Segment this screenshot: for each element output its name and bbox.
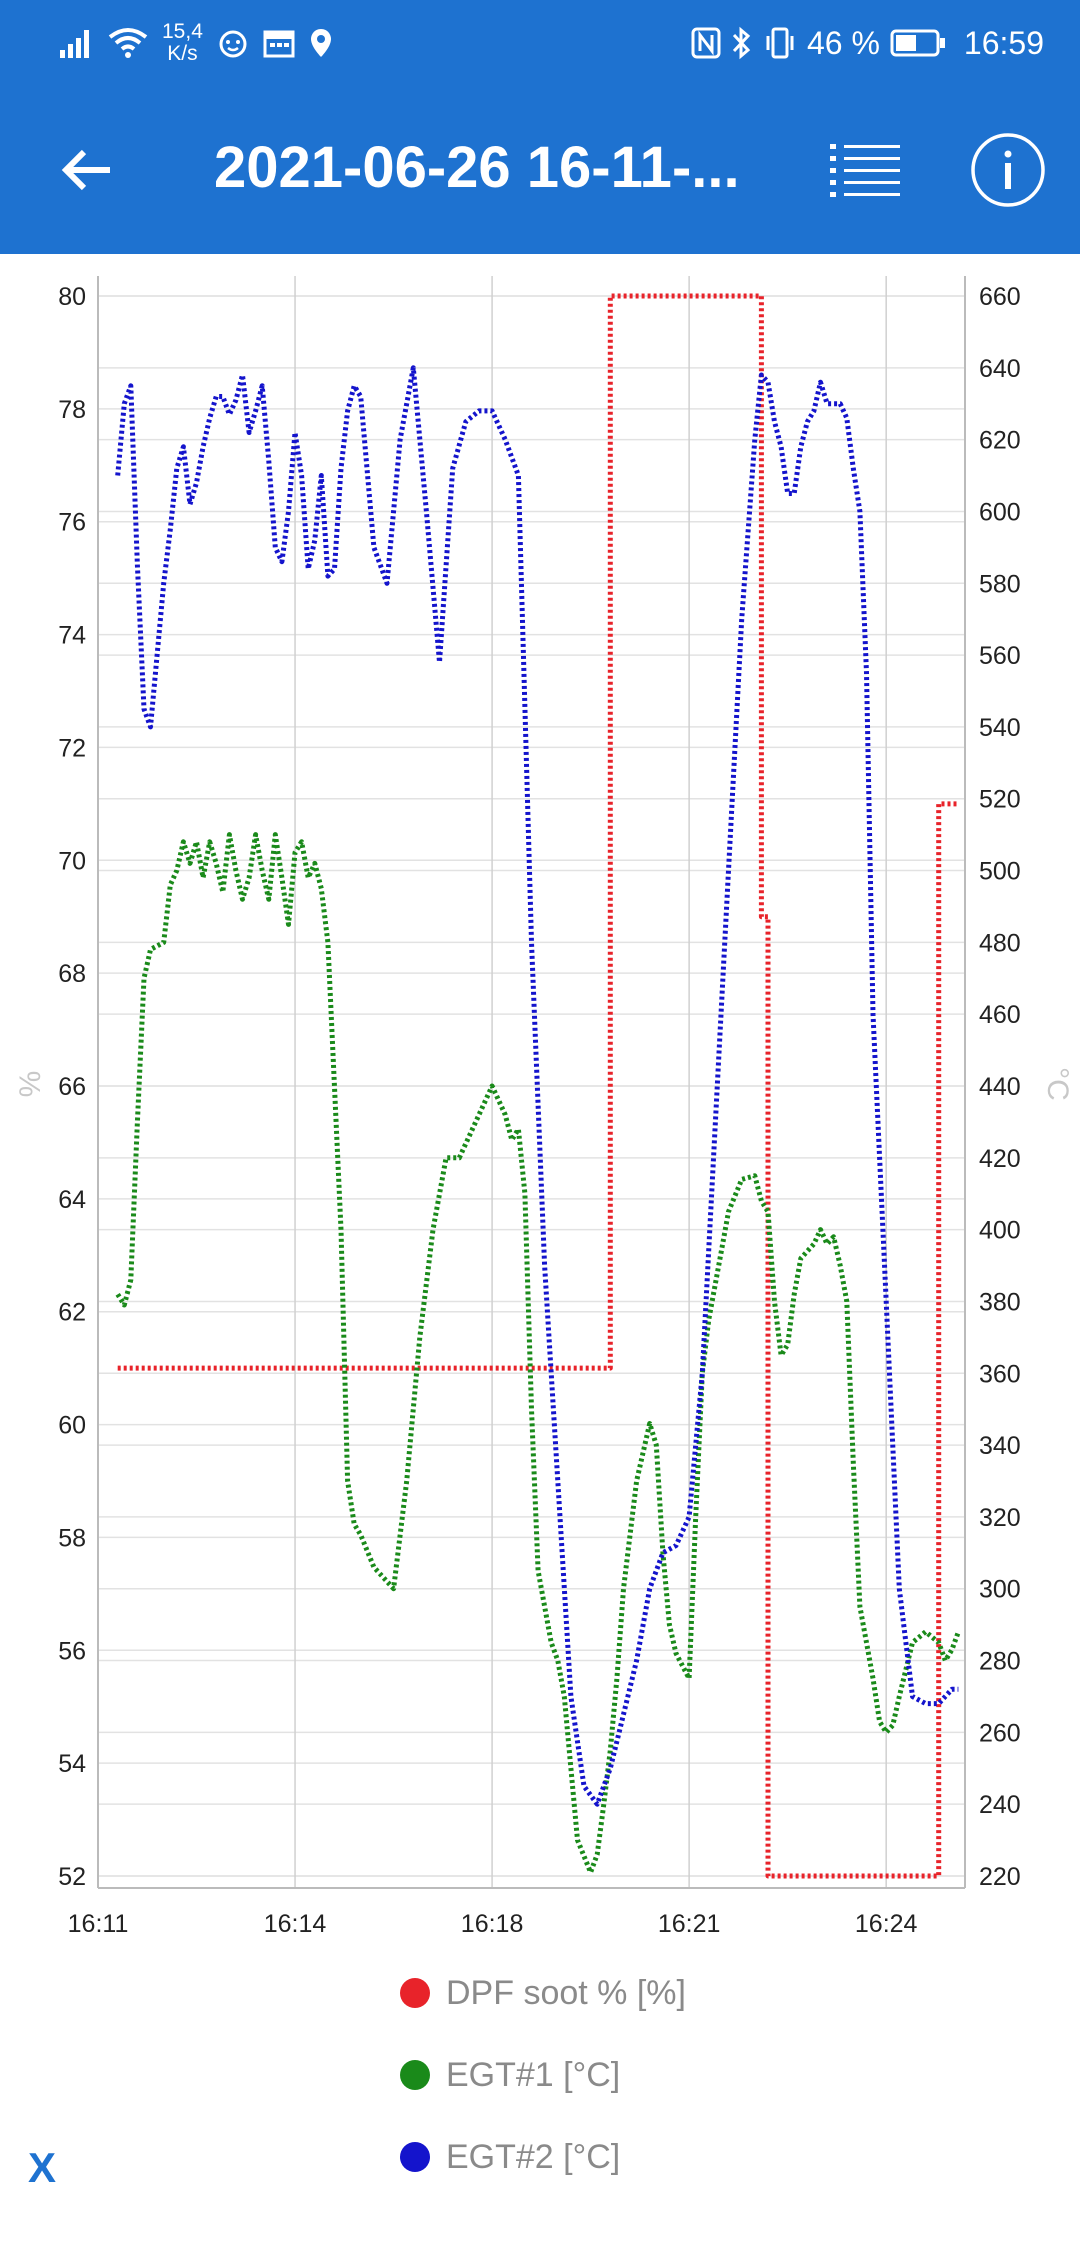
right-tick-label: 380: [979, 1288, 1021, 1316]
x-tick-label: 16:24: [855, 1910, 918, 1938]
list-icon: [830, 144, 900, 197]
right-tick-label: 260: [979, 1719, 1021, 1747]
legend-item-dpf-soot[interactable]: DPF soot % [%]: [400, 1968, 686, 2018]
left-tick-label: 58: [58, 1524, 86, 1552]
right-tick-label: 620: [979, 427, 1021, 455]
left-tick-label: 64: [58, 1186, 86, 1214]
left-tick-label: 68: [58, 960, 86, 988]
close-button[interactable]: X: [28, 2144, 57, 2191]
network-speed: 15,4 K/s: [162, 21, 203, 65]
left-tick-label: 62: [58, 1299, 86, 1327]
legend-item-egt2[interactable]: EGT#2 [°C]: [400, 2132, 620, 2182]
right-tick-label: 300: [979, 1576, 1021, 1604]
left-axis-label: %: [14, 1071, 47, 1098]
info-icon: [971, 133, 1045, 207]
info-button[interactable]: [968, 130, 1048, 210]
right-tick-label: 520: [979, 786, 1021, 814]
chart-grid: [97, 276, 966, 1889]
chart: 52 54 56 58 60 62 64 66 68 70 72 74 76 78 80 220 240 260 2…: [14, 276, 1074, 1938]
x-tick-label: 16:21: [658, 1910, 721, 1938]
legend-label: EGT#2 [°C]: [446, 2137, 621, 2176]
calendar-icon: [263, 28, 295, 58]
signal-icon: [60, 28, 94, 58]
status-bar-right: 46 % 16:59: [691, 14, 1044, 72]
legend-dot-green: [400, 2060, 430, 2090]
left-tick-label: 54: [58, 1750, 86, 1778]
network-speed-value: 15,4: [162, 20, 203, 43]
series-line-0: [117, 293, 959, 1879]
right-tick-label: 420: [979, 1145, 1021, 1173]
left-tick-label: 70: [58, 847, 86, 875]
right-tick-label: 220: [979, 1863, 1021, 1891]
location-pin-icon: [309, 27, 333, 59]
battery-percent: 46 %: [806, 24, 880, 61]
nfc-icon: [691, 27, 721, 59]
right-tick-label: 400: [979, 1217, 1021, 1245]
right-tick-label: 320: [979, 1504, 1021, 1532]
left-tick-label: 74: [58, 622, 86, 650]
right-tick-label: 500: [979, 858, 1021, 886]
back-button[interactable]: [46, 130, 126, 210]
x-tick-label: 16:11: [68, 1910, 129, 1938]
right-tick-label: 580: [979, 570, 1021, 598]
left-tick-label: 78: [58, 396, 86, 424]
right-tick-label: 240: [979, 1791, 1021, 1819]
app-bar: 2021-06-26 16-11-...: [0, 86, 1080, 254]
series-line-2: [115, 365, 959, 1807]
right-tick-label: 460: [979, 1001, 1021, 1029]
series-line-1: [115, 832, 961, 1875]
left-tick-label: 72: [58, 734, 86, 762]
arrow-left-icon: [61, 149, 110, 191]
page-title: 2021-06-26 16-11-...: [214, 135, 740, 200]
cat-face-icon: [217, 27, 249, 59]
x-tick-label: 16:14: [264, 1910, 327, 1938]
status-bar: 15,4 K/s: [0, 0, 1080, 86]
list-button[interactable]: [820, 130, 910, 210]
right-tick-label: 600: [979, 498, 1021, 526]
right-tick-label: 560: [979, 642, 1021, 670]
battery-icon: [890, 28, 946, 58]
legend-dot-red: [400, 1978, 430, 2008]
right-tick-label: 660: [979, 283, 1021, 311]
left-tick-label: 80: [58, 283, 86, 311]
chart-series: [115, 293, 961, 1879]
legend-item-egt1[interactable]: EGT#1 [°C]: [400, 2050, 620, 2100]
left-tick-label: 56: [58, 1637, 86, 1665]
x-tick-label: 16:18: [461, 1910, 524, 1938]
right-tick-label: 280: [979, 1648, 1021, 1676]
legend-label: DPF soot % [%]: [446, 1973, 686, 2012]
bluetooth-icon: [731, 26, 753, 60]
right-tick-label: 640: [979, 355, 1021, 383]
right-axis-label: °C: [1041, 1067, 1074, 1101]
left-tick-label: 60: [58, 1412, 86, 1440]
right-tick-label: 540: [979, 714, 1021, 742]
left-tick-label: 76: [58, 509, 86, 537]
right-tick-label: 440: [979, 1073, 1021, 1101]
left-tick-label: 52: [58, 1863, 86, 1891]
left-tick-label: 66: [58, 1073, 86, 1101]
clock: 16:59: [963, 24, 1044, 61]
right-tick-label: 340: [979, 1432, 1021, 1460]
network-speed-unit: K/s: [167, 42, 198, 65]
wifi-icon: [108, 27, 148, 59]
status-bar-left: 15,4 K/s: [60, 14, 333, 72]
legend-dot-blue: [400, 2142, 430, 2172]
chart-ticks: 52 54 56 58 60 62 64 66 68 70 72 74 76 78 80 220 240 260 2…: [58, 283, 1021, 1938]
vibrate-icon: [763, 26, 797, 60]
legend-label: EGT#1 [°C]: [446, 2055, 621, 2094]
right-tick-label: 360: [979, 1360, 1021, 1388]
right-tick-label: 480: [979, 929, 1021, 957]
